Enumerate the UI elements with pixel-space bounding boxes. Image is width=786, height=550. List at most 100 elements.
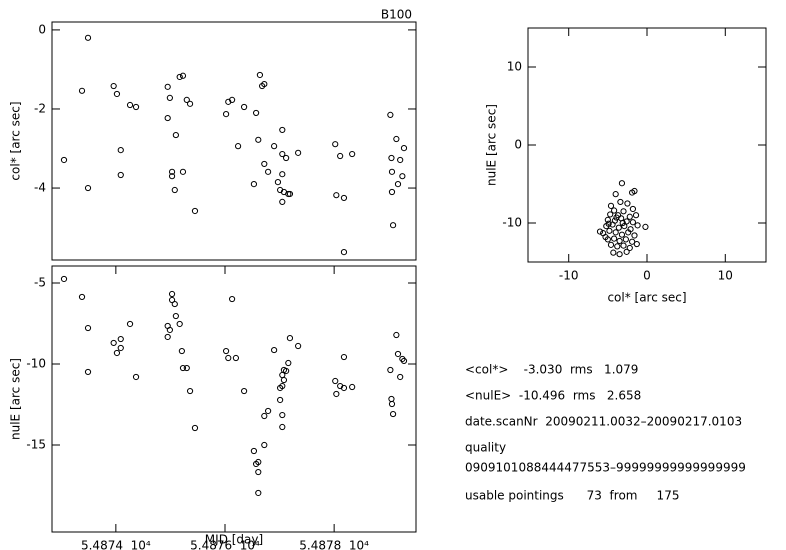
data-point bbox=[286, 334, 294, 342]
data-point bbox=[333, 192, 340, 199]
data-point bbox=[283, 154, 290, 162]
data-point bbox=[642, 223, 649, 230]
data-point bbox=[611, 235, 618, 242]
data-point bbox=[178, 347, 185, 355]
data-point bbox=[337, 152, 344, 160]
data-point bbox=[110, 82, 117, 90]
data-point bbox=[388, 188, 396, 196]
data-point bbox=[340, 248, 348, 256]
data-point bbox=[84, 184, 92, 192]
data-point bbox=[611, 207, 618, 214]
data-point bbox=[279, 171, 286, 178]
data-point bbox=[394, 350, 402, 358]
data-point bbox=[222, 111, 230, 118]
data-point bbox=[186, 100, 194, 107]
data-point bbox=[132, 103, 140, 111]
data-point bbox=[602, 233, 609, 241]
data-point bbox=[387, 366, 394, 374]
data-point bbox=[616, 237, 623, 245]
data-point bbox=[261, 160, 268, 168]
data-point bbox=[225, 354, 232, 362]
data-point bbox=[271, 143, 278, 150]
data-point bbox=[117, 335, 124, 343]
data-point bbox=[166, 326, 173, 334]
data-point bbox=[623, 218, 630, 225]
data-point bbox=[400, 145, 408, 152]
x-tick-label: 0 bbox=[643, 269, 651, 283]
data-point bbox=[117, 146, 124, 154]
data-point bbox=[399, 355, 406, 363]
x-tick-label: 5.4876 10⁴ bbox=[190, 539, 260, 550]
data-point bbox=[164, 114, 171, 122]
data-point bbox=[132, 373, 140, 381]
data-point bbox=[117, 344, 124, 352]
x-tick-label: 10 bbox=[718, 269, 733, 283]
data-point bbox=[609, 221, 616, 228]
data-point bbox=[222, 347, 230, 355]
data-point bbox=[340, 353, 348, 361]
data-point bbox=[191, 424, 199, 432]
data-point bbox=[388, 400, 396, 408]
data-point bbox=[285, 359, 292, 367]
x-axis-label: col* [arc sec] bbox=[607, 291, 686, 305]
data-point bbox=[283, 367, 290, 375]
data-point bbox=[607, 241, 615, 248]
data-point bbox=[179, 364, 187, 372]
data-point bbox=[113, 349, 121, 357]
data-point bbox=[84, 324, 92, 332]
data-point bbox=[84, 368, 92, 376]
data-point bbox=[261, 441, 268, 449]
data-point bbox=[397, 156, 404, 164]
data-point bbox=[261, 80, 268, 88]
x-axis-label: MJD [day] bbox=[205, 533, 263, 547]
y-tick-label: 0 bbox=[38, 22, 46, 36]
x-tick-label: 5.4874 10⁴ bbox=[81, 539, 151, 550]
data-point bbox=[623, 248, 630, 255]
data-point bbox=[340, 194, 348, 202]
data-point bbox=[255, 136, 262, 143]
summary-line: 0909101088444477553–99999999999999999 bbox=[465, 461, 746, 475]
y-tick-label: -2 bbox=[34, 101, 46, 115]
data-point bbox=[117, 171, 124, 179]
plot-frame bbox=[51, 21, 417, 261]
data-point bbox=[253, 109, 260, 117]
data-point bbox=[607, 202, 615, 209]
data-point bbox=[333, 390, 340, 398]
summary-line: date.scanNr 20090211.0032–20090217.0103 bbox=[465, 415, 742, 429]
data-point bbox=[400, 357, 408, 365]
data-point bbox=[240, 103, 248, 111]
y-tick-label: -4 bbox=[34, 181, 46, 195]
data-point bbox=[261, 412, 268, 420]
data-point bbox=[172, 312, 179, 320]
data-point bbox=[620, 208, 627, 215]
data-point bbox=[126, 320, 134, 328]
data-point bbox=[394, 180, 402, 188]
data-point bbox=[240, 387, 248, 395]
data-point bbox=[78, 87, 86, 94]
data-point bbox=[168, 290, 176, 298]
y-tick-label: -15 bbox=[26, 438, 46, 452]
summary-line: usable pointings 73 from 175 bbox=[465, 489, 679, 503]
data-point bbox=[186, 387, 194, 395]
y-tick-label: 10 bbox=[507, 60, 522, 74]
data-point bbox=[279, 411, 286, 419]
plot-frame bbox=[527, 27, 767, 263]
data-point bbox=[387, 111, 394, 119]
data-point bbox=[279, 150, 286, 158]
data-point bbox=[332, 377, 339, 385]
data-point bbox=[279, 382, 286, 390]
data-point bbox=[632, 212, 640, 219]
data-point bbox=[629, 205, 637, 213]
data-point bbox=[295, 342, 302, 350]
data-point bbox=[255, 468, 262, 476]
data-point bbox=[232, 354, 240, 362]
plot-frame bbox=[51, 265, 417, 533]
data-point bbox=[626, 213, 633, 220]
data-point bbox=[84, 34, 92, 41]
data-point bbox=[389, 222, 397, 229]
data-point bbox=[228, 295, 236, 303]
data-point bbox=[255, 489, 262, 497]
y-tick-label: -5 bbox=[34, 276, 46, 290]
data-point bbox=[619, 219, 626, 227]
